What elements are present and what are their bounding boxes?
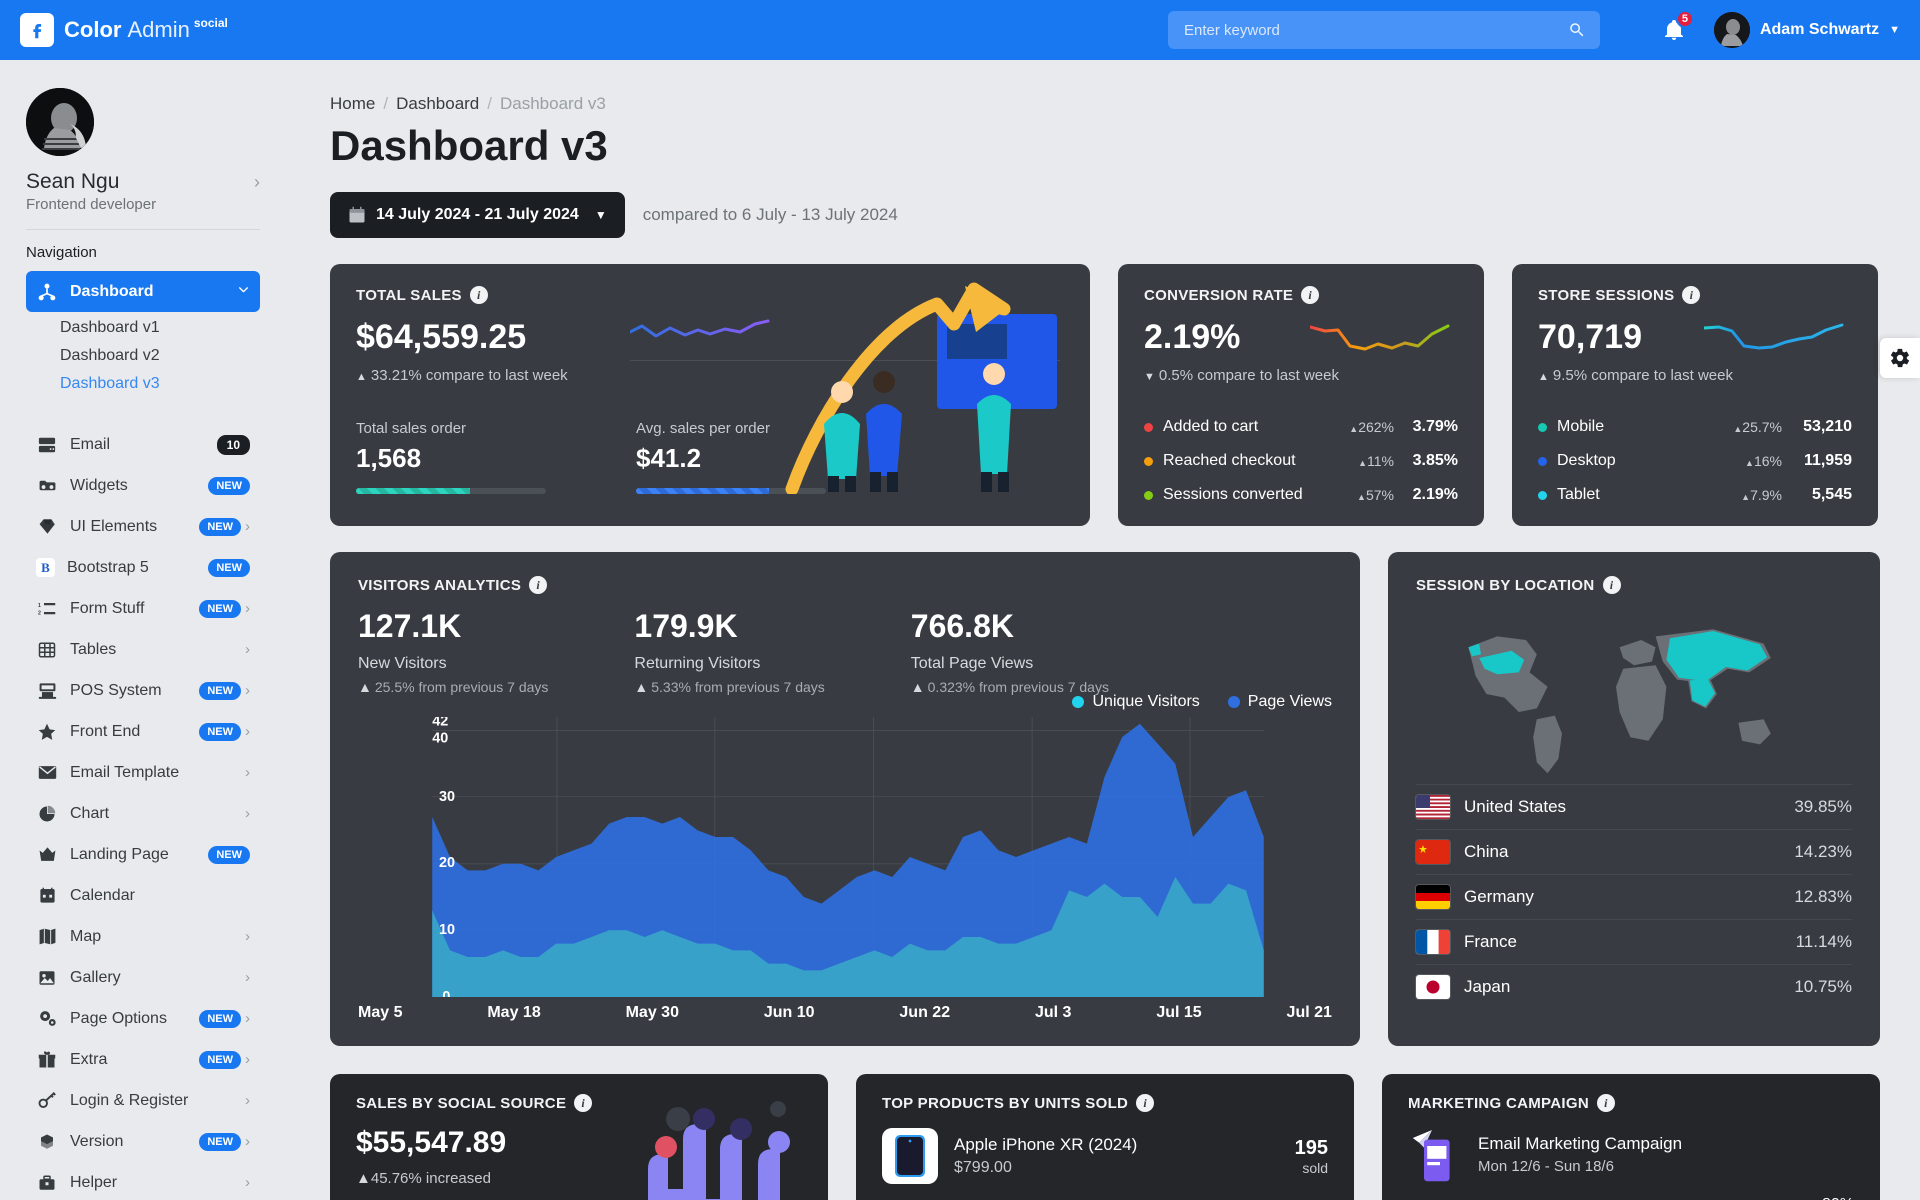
svg-text:20: 20 [439,855,455,871]
svg-text:42: 42 [432,717,448,729]
svg-text:10: 10 [439,922,455,938]
svg-text:0: 0 [442,989,450,997]
svg-text:30: 30 [439,789,455,805]
svg-text:40: 40 [432,730,448,746]
svg-text:2: 2 [38,610,41,616]
svg-text:1: 1 [38,602,41,608]
